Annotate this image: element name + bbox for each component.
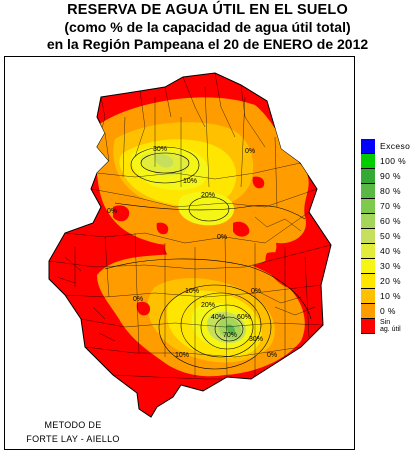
legend-item-60: 60 % [361, 214, 415, 229]
legend-label: 60 % [380, 216, 401, 226]
method-line-2: FORTE LAY - AIELLO [26, 434, 120, 444]
legend-swatch [361, 154, 375, 169]
legend-item-no-water: Sin ag. útil [361, 319, 415, 334]
legend-label: 10 % [380, 291, 401, 301]
legend-label: 70 % [380, 201, 401, 211]
legend-swatch [361, 229, 375, 244]
legend-label: 90 % [380, 171, 401, 181]
contour-label: 60% [237, 314, 251, 321]
pampeana-region-map: 0% 0% 0% 10% 20% 30% 0% 10% 0% 20% 40% 6… [48, 72, 332, 418]
legend-label: 40 % [380, 246, 401, 256]
red-pocket-4 [252, 176, 265, 189]
legend-item-80: 80 % [361, 184, 415, 199]
contour-label: 10% [183, 178, 197, 185]
legend-item-40: 40 % [361, 244, 415, 259]
contour-label: 70% [223, 332, 237, 339]
legend-label: Sin ag. útil [380, 319, 401, 333]
legend-swatch [361, 274, 375, 289]
legend-item-20: 20 % [361, 274, 415, 289]
contour-label: 0% [217, 234, 227, 241]
legend-swatch [361, 289, 375, 304]
contour-label: 30% [249, 336, 263, 343]
legend-label: 20 % [380, 276, 401, 286]
legend-swatch [361, 199, 375, 214]
map-frame: 0% 0% 0% 10% 20% 30% 0% 10% 0% 20% 40% 6… [4, 56, 355, 450]
department-boundaries [49, 73, 331, 380]
legend-label: 100 % [380, 156, 407, 166]
legend-swatch [361, 259, 375, 274]
contour-label: 0% [133, 296, 143, 303]
legend-swatch [361, 244, 375, 259]
zone-30-center [178, 191, 235, 226]
legend-label: 30 % [380, 261, 401, 271]
legend-item-70: 70 % [361, 199, 415, 214]
legend-label: 80 % [380, 186, 401, 196]
zone-50-north-pocket [154, 154, 174, 168]
contour-label: 20% [201, 192, 215, 199]
legend-item-50: 50 % [361, 229, 415, 244]
legend-swatch [361, 184, 375, 199]
contour-label: 10% [185, 288, 199, 295]
legend-item-0: 0 % [361, 304, 415, 319]
contour-lines [104, 146, 312, 370]
legend-item-90: 90 % [361, 169, 415, 184]
legend-item-100: 100 % [361, 154, 415, 169]
red-pocket-south [136, 301, 151, 316]
contour-label: 0% [267, 352, 277, 359]
contour-label: 30% [153, 146, 167, 153]
legend-label: 50 % [380, 231, 401, 241]
contour-label: 0% [251, 288, 261, 295]
legend-label: Exceso [380, 141, 411, 151]
legend-item-10: 10 % [361, 289, 415, 304]
legend-swatch [361, 139, 375, 154]
legend-swatch [361, 304, 375, 319]
contour-label: 20% [201, 302, 215, 309]
red-pocket-1 [113, 205, 130, 222]
red-pocket-3 [156, 222, 169, 235]
map-title-line-3: en la Región Pampeana el 20 de ENERO de … [46, 36, 369, 52]
method-caption: METODO DE FORTE LAY - AIELLO [8, 418, 138, 446]
method-line-1: METODO DE [44, 420, 102, 430]
legend-swatch [361, 319, 375, 334]
contour-label: 40% [211, 314, 225, 321]
legend-swatch [361, 169, 375, 184]
legend-label: 0 % [380, 306, 396, 316]
map-title-line-1: RESERVA DE AGUA ÚTIL EN EL SUELO [67, 2, 348, 18]
contour-label: 0% [245, 148, 255, 155]
contour-label: 0% [107, 208, 117, 215]
map-title-line-2: (como % de la capacidad de agua útil tot… [64, 19, 351, 35]
legend-swatch [361, 214, 375, 229]
contour-label-group: 0% 0% 0% 10% 20% 30% 0% 10% 0% 20% 40% 6… [107, 146, 277, 359]
legend-item-30: 30 % [361, 259, 415, 274]
legend-item-excess: Exceso [361, 139, 415, 154]
red-pocket-2 [233, 221, 250, 237]
contour-label: 10% [175, 352, 189, 359]
